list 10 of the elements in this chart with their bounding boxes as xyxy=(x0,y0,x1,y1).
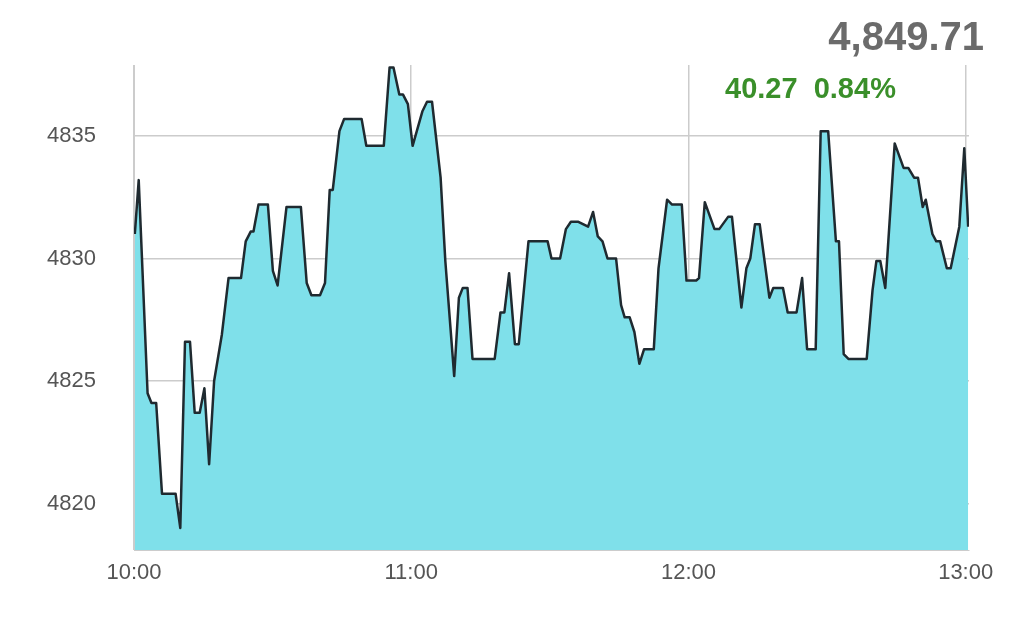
chart-subtitle: 40.27 0.84% xyxy=(725,72,896,105)
chart-title: 4,849.71 xyxy=(828,14,984,59)
x-tick-label: 13:00 xyxy=(938,559,994,585)
x-tick-label: 10:00 xyxy=(106,559,162,585)
y-tick-label: 4830 xyxy=(47,244,96,270)
x-tick-label: 11:00 xyxy=(384,559,438,585)
y-tick-label: 4835 xyxy=(47,122,96,148)
x-tick-label: 12:00 xyxy=(660,559,716,585)
y-tick-label: 4825 xyxy=(47,367,96,393)
y-tick-label: 4820 xyxy=(47,489,96,515)
